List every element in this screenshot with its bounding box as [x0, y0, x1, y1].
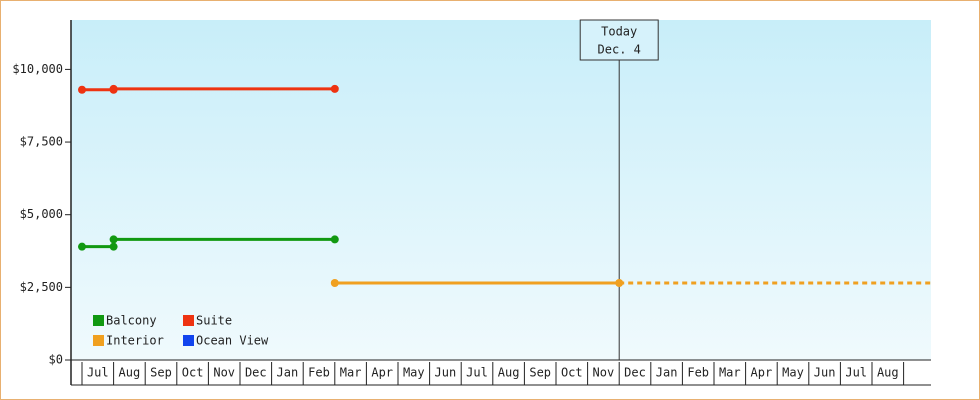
legend-label: Balcony: [106, 314, 157, 328]
legend-swatch: [183, 335, 194, 346]
step-point: [109, 242, 118, 251]
x-tick-label: May: [782, 366, 804, 380]
point: [109, 84, 118, 93]
legend-label: Ocean View: [196, 334, 269, 348]
y-tick-label: $10,000: [12, 62, 63, 76]
x-tick-label: Jul: [466, 366, 488, 380]
x-tick-label: Sep: [150, 366, 172, 380]
y-tick-label: $2,500: [20, 280, 63, 294]
x-tick-label: Mar: [719, 366, 741, 380]
x-tick-label: Dec: [624, 366, 646, 380]
point: [330, 84, 339, 93]
legend-label: Interior: [106, 334, 164, 348]
y-tick-label: $5,000: [20, 207, 63, 221]
x-tick-label: Oct: [561, 366, 583, 380]
x-tick-label: Feb: [687, 366, 709, 380]
x-tick-label: May: [403, 366, 425, 380]
x-tick-label: Mar: [340, 366, 362, 380]
x-tick-label: Jul: [845, 366, 867, 380]
legend-swatch: [93, 335, 104, 346]
x-tick-label: Oct: [182, 366, 204, 380]
today-label: Today: [601, 25, 637, 39]
legend-label: Suite: [196, 314, 232, 328]
x-tick-label: Jan: [656, 366, 678, 380]
y-tick-label: $7,500: [20, 135, 63, 149]
x-tick-label: Jul: [87, 366, 109, 380]
x-tick-label: Nov: [593, 366, 615, 380]
point: [330, 278, 339, 287]
point: [109, 235, 118, 244]
point: [78, 242, 86, 251]
point: [615, 278, 624, 287]
x-tick-label: Jun: [435, 366, 457, 380]
point: [78, 85, 86, 94]
today-label: Dec. 4: [598, 43, 641, 57]
x-tick-label: Jan: [277, 366, 299, 380]
x-tick-label: Sep: [529, 366, 551, 380]
x-tick-label: Aug: [119, 366, 141, 380]
x-tick-label: Feb: [308, 366, 330, 380]
y-tick-label: $0: [49, 353, 63, 367]
x-tick-label: Dec: [245, 366, 267, 380]
x-tick-label: Aug: [498, 366, 520, 380]
x-tick-label: Jun: [814, 366, 836, 380]
x-tick-label: Aug: [877, 366, 899, 380]
today-box: [579, 19, 659, 61]
x-tick-label: Apr: [751, 366, 773, 380]
x-tick-label: Apr: [371, 366, 393, 380]
legend-swatch: [183, 315, 194, 326]
plot-area: [71, 20, 931, 360]
point: [330, 235, 339, 244]
x-tick-label: Nov: [213, 366, 235, 380]
legend-swatch: [93, 315, 104, 326]
